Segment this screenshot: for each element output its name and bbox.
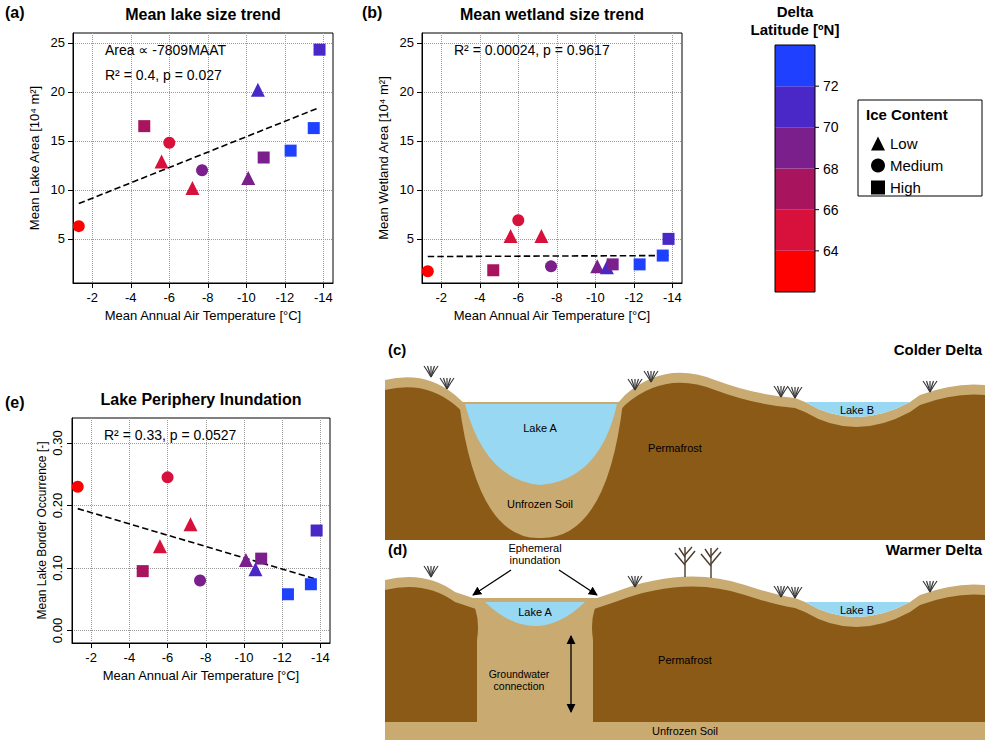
svg-text:(c): (c) (388, 341, 406, 358)
svg-text:64: 64 (823, 243, 839, 259)
svg-text:Latitude [ºN]: Latitude [ºN] (751, 21, 840, 38)
svg-text:Lake B: Lake B (840, 404, 874, 416)
svg-text:-10: -10 (237, 290, 256, 305)
svg-text:15: 15 (51, 133, 65, 148)
svg-text:Lake A: Lake A (518, 606, 552, 618)
svg-text:25: 25 (51, 35, 65, 50)
svg-text:(a): (a) (5, 4, 25, 21)
svg-text:Mean Lake Border Occurrence [-: Mean Lake Border Occurrence [-] (35, 441, 49, 619)
svg-text:72: 72 (823, 78, 839, 94)
svg-text:Mean lake size trend: Mean lake size trend (125, 6, 281, 23)
svg-text:Mean Annual Air Temperature [°: Mean Annual Air Temperature [°C] (103, 668, 299, 683)
svg-text:-4: -4 (125, 290, 137, 305)
svg-text:(d): (d) (388, 541, 407, 558)
svg-text:-6: -6 (164, 290, 176, 305)
svg-text:High: High (890, 179, 921, 196)
svg-text:0.00: 0.00 (50, 618, 65, 643)
svg-text:R² = 0.33, p = 0.0527: R² = 0.33, p = 0.0527 (104, 427, 237, 443)
svg-text:Permafrost: Permafrost (648, 442, 702, 454)
svg-text:Mean Wetland Area [10⁴ m²]: Mean Wetland Area [10⁴ m²] (376, 76, 391, 240)
svg-text:Lake B: Lake B (840, 604, 874, 616)
svg-text:Ice Content: Ice Content (866, 106, 948, 123)
svg-text:Medium: Medium (890, 157, 943, 174)
svg-text:-12: -12 (273, 650, 292, 665)
svg-text:Area ∝ -7809MAAT: Area ∝ -7809MAAT (105, 42, 226, 58)
svg-text:-8: -8 (202, 290, 214, 305)
svg-text:10: 10 (51, 182, 65, 197)
svg-text:66: 66 (823, 202, 839, 218)
svg-text:Unfrozen Soil: Unfrozen Soil (652, 725, 718, 737)
svg-text:-6: -6 (513, 290, 525, 305)
svg-text:Low: Low (890, 135, 918, 152)
svg-text:-2: -2 (435, 290, 447, 305)
svg-text:0.30: 0.30 (50, 430, 65, 455)
svg-text:connection: connection (494, 680, 545, 692)
svg-text:-14: -14 (311, 650, 330, 665)
svg-text:Mean Lake Area [10⁴ m²]: Mean Lake Area [10⁴ m²] (27, 86, 42, 230)
svg-text:20: 20 (51, 84, 65, 99)
svg-text:-12: -12 (624, 290, 643, 305)
svg-text:Mean Annual Air Temperature [°: Mean Annual Air Temperature [°C] (454, 308, 650, 323)
svg-text:Warmer Delta: Warmer Delta (886, 541, 983, 558)
svg-text:R² = 0.4, p = 0.027: R² = 0.4, p = 0.027 (105, 67, 222, 83)
svg-text:Lake A: Lake A (523, 422, 557, 434)
svg-text:15: 15 (400, 133, 414, 148)
svg-text:(b): (b) (362, 4, 382, 21)
svg-text:(e): (e) (5, 394, 25, 411)
svg-text:Mean Annual Air Temperature [°: Mean Annual Air Temperature [°C] (105, 308, 301, 323)
svg-text:Ephemeral: Ephemeral (508, 542, 561, 554)
svg-text:Delta: Delta (777, 3, 814, 20)
svg-text:0.10: 0.10 (50, 555, 65, 580)
svg-text:-8: -8 (200, 650, 212, 665)
svg-text:5: 5 (58, 231, 65, 246)
svg-text:70: 70 (823, 119, 839, 135)
svg-text:5: 5 (407, 231, 414, 246)
svg-text:10: 10 (400, 182, 414, 197)
svg-text:Groundwater: Groundwater (489, 668, 550, 680)
svg-text:-14: -14 (663, 290, 682, 305)
svg-text:20: 20 (400, 84, 414, 99)
svg-text:-8: -8 (551, 290, 563, 305)
svg-text:68: 68 (823, 161, 839, 177)
svg-text:-6: -6 (162, 650, 174, 665)
svg-text:Mean wetland size trend: Mean wetland size trend (460, 6, 644, 23)
svg-text:-10: -10 (586, 290, 605, 305)
svg-text:-4: -4 (474, 290, 486, 305)
svg-text:-2: -2 (85, 650, 97, 665)
svg-text:Colder Delta: Colder Delta (894, 341, 983, 358)
svg-text:Permafrost: Permafrost (658, 654, 712, 666)
svg-text:-2: -2 (86, 290, 98, 305)
svg-text:25: 25 (400, 35, 414, 50)
svg-text:-12: -12 (275, 290, 294, 305)
svg-text:Lake Periphery Inundation: Lake Periphery Inundation (101, 391, 302, 408)
svg-text:0.20: 0.20 (50, 493, 65, 518)
svg-text:Unfrozen Soil: Unfrozen Soil (507, 498, 573, 510)
svg-text:-4: -4 (124, 650, 136, 665)
svg-text:R² = 0.00024, p = 0.9617: R² = 0.00024, p = 0.9617 (454, 42, 610, 58)
svg-text:-14: -14 (314, 290, 333, 305)
svg-text:-10: -10 (235, 650, 254, 665)
svg-text:inundation: inundation (510, 554, 561, 566)
